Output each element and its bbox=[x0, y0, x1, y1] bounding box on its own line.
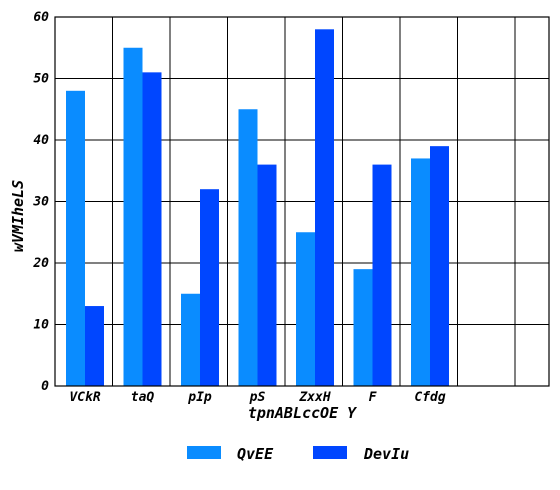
bar-DevIu-Cfdg bbox=[430, 146, 449, 386]
x-category-label: taQ bbox=[131, 390, 155, 405]
bar-QvEE-Cfdg bbox=[411, 158, 430, 386]
y-axis-ticks: 0 10 20 30 40 50 60 bbox=[32, 10, 49, 394]
x-category-label: VCkR bbox=[69, 390, 100, 405]
legend-label-DevIu: DevIu bbox=[363, 445, 409, 463]
bar-QvEE-taQ bbox=[123, 47, 143, 386]
bar-DevIu-taQ bbox=[142, 72, 162, 386]
bar-DevIu-pIp bbox=[200, 189, 219, 386]
bar-DevIu-ZxxH bbox=[315, 29, 334, 387]
bar-QvEE-VCkR bbox=[66, 90, 85, 387]
legend-swatch-QvEE bbox=[187, 446, 221, 459]
bar-QvEE-pS bbox=[238, 109, 258, 386]
x-category-label: F bbox=[369, 390, 378, 405]
y-tick-label: 50 bbox=[33, 72, 49, 87]
y-tick-label: 20 bbox=[32, 256, 49, 271]
y-tick-label: 60 bbox=[33, 10, 49, 25]
x-axis-category-labels: VCkR taQ pIp pS ZxxH F Cfdg bbox=[69, 390, 445, 405]
legend-swatch-DevIu bbox=[313, 446, 347, 459]
bar-DevIu-VCkR bbox=[85, 306, 104, 386]
y-tick-label: 0 bbox=[41, 379, 49, 394]
bar-QvEE-F bbox=[353, 269, 373, 386]
y-tick-label: 40 bbox=[33, 133, 49, 148]
x-category-label: pS bbox=[249, 390, 266, 405]
bar-QvEE-pIp bbox=[181, 293, 200, 386]
legend-label-QvEE: QvEE bbox=[237, 445, 274, 463]
x-category-label: pIp bbox=[187, 390, 212, 405]
y-tick-label: 30 bbox=[32, 195, 49, 210]
x-axis-title: tpnABLccOE Y bbox=[248, 404, 357, 422]
plot-border bbox=[54, 16, 550, 387]
bar-QvEE-ZxxH bbox=[296, 232, 315, 386]
y-axis-title: wVMIheLS bbox=[9, 180, 27, 252]
plot-frame bbox=[54, 16, 550, 387]
y-tick-label: 10 bbox=[33, 318, 49, 333]
bar-DevIu-F bbox=[372, 164, 392, 386]
bar-DevIu-pS bbox=[257, 164, 277, 386]
x-category-label: Cfdg bbox=[414, 390, 445, 405]
legend: QvEE DevIu bbox=[187, 445, 409, 463]
x-category-label: ZxxH bbox=[298, 390, 330, 405]
bars bbox=[66, 29, 449, 387]
